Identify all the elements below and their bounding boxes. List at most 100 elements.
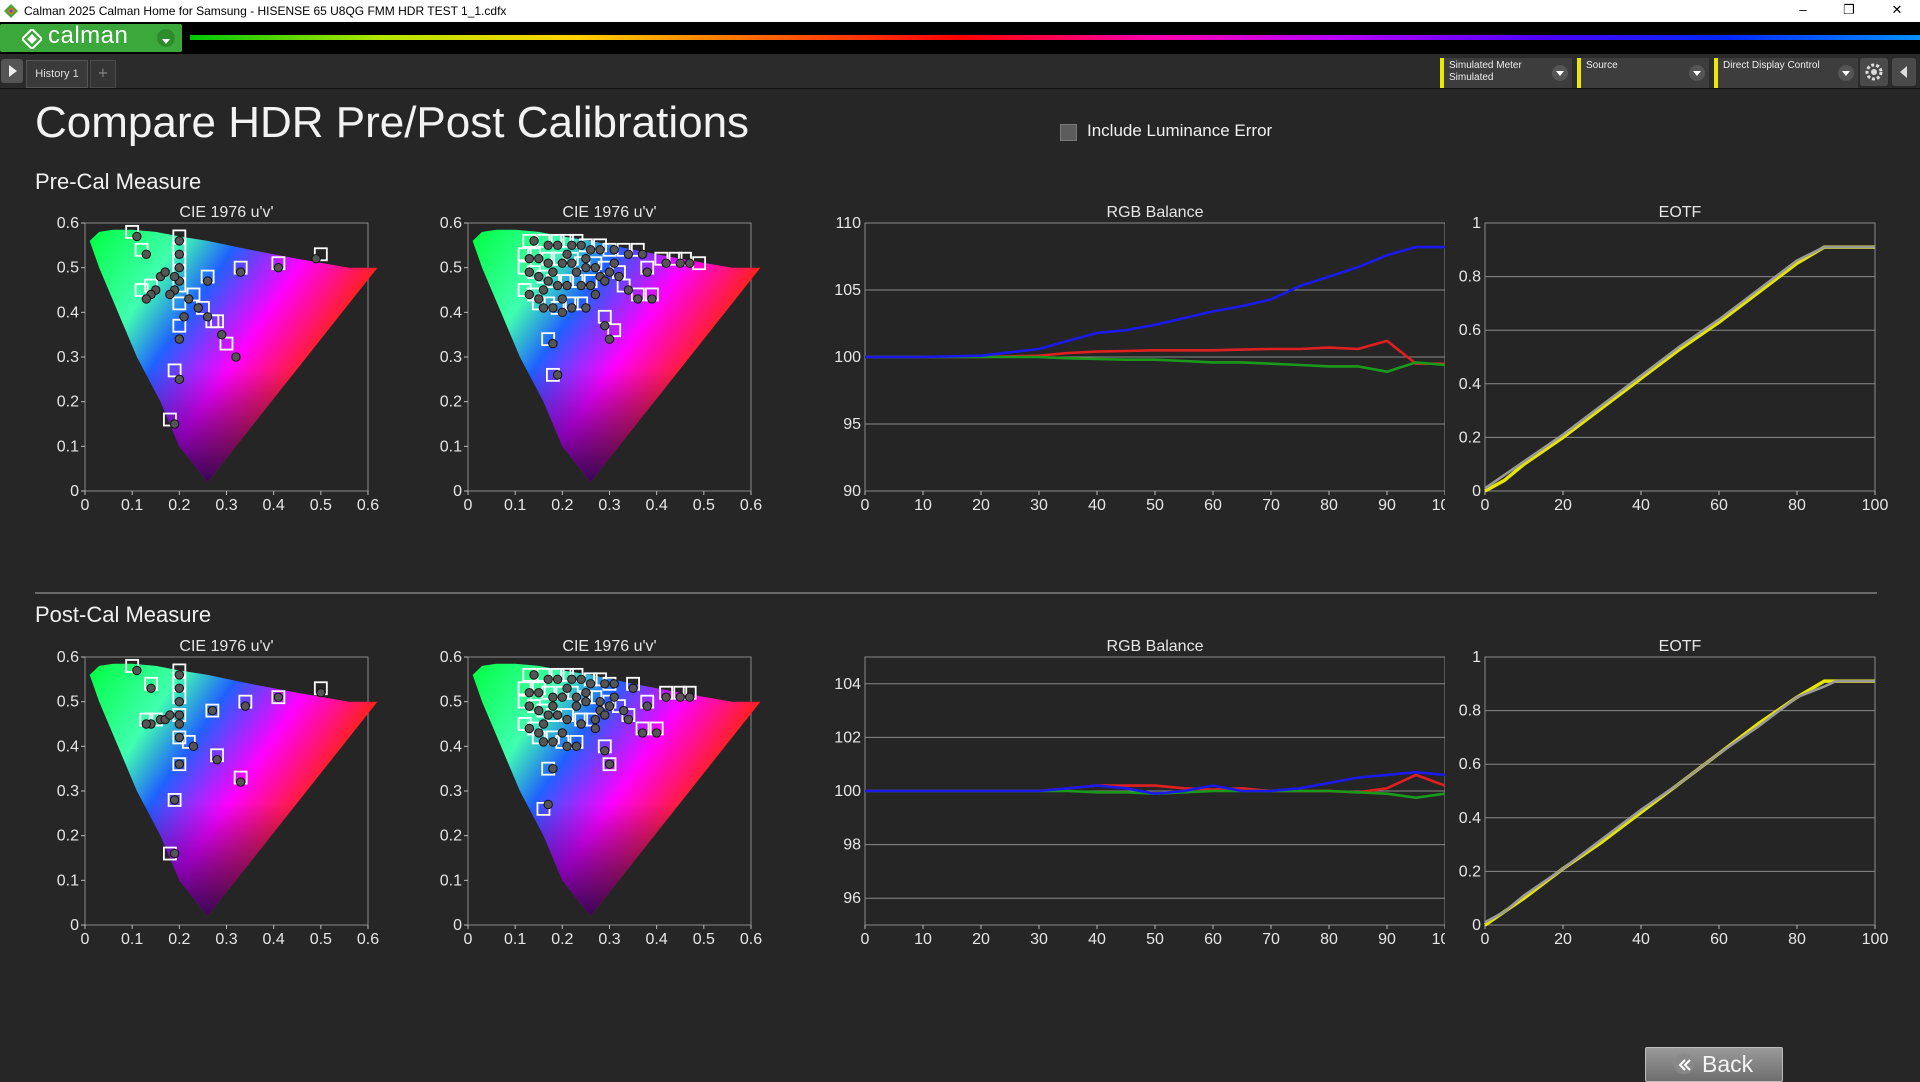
maximize-button[interactable]: ❐ (1843, 2, 1855, 17)
x-tick-label: 10 (914, 931, 932, 948)
measured-point (604, 267, 615, 277)
measured-point (174, 759, 185, 769)
y-tick-label: 0.6 (440, 215, 462, 232)
measured-point (562, 280, 572, 291)
measured-point (557, 294, 568, 304)
measured-point (552, 710, 563, 720)
measured-point (576, 719, 586, 729)
minimize-button[interactable]: – (1799, 2, 1807, 17)
measured-point (562, 714, 572, 725)
collapse-panel-button[interactable] (1892, 58, 1916, 86)
measured-point (273, 692, 284, 702)
measured-point (552, 280, 563, 291)
x-tick-label: 0 (81, 931, 90, 948)
include-luminance-label: Include Luminance Error (1087, 121, 1273, 140)
measured-point (675, 692, 685, 702)
measured-point (538, 737, 549, 747)
measured-point (557, 728, 568, 738)
y-tick-label: 0.3 (57, 783, 79, 800)
measured-point (174, 683, 185, 693)
y-tick-label: 100 (834, 783, 861, 800)
measured-point (311, 254, 321, 264)
meter-label: Simulated Meter (1449, 60, 1522, 71)
target-marker (607, 323, 622, 338)
x-tick-label: 50 (1146, 931, 1164, 948)
chevron-down-icon (1689, 65, 1705, 81)
x-tick-label: 0 (1481, 497, 1490, 514)
x-tick-label: 0.5 (310, 497, 332, 514)
y-tick-label: 0 (1472, 483, 1481, 500)
measured-point (637, 728, 648, 738)
chart-title: CIE 1976 u'v' (179, 638, 273, 655)
chart-title: EOTF (1659, 638, 1702, 655)
chart-title: RGB Balance (1107, 204, 1204, 221)
rainbow-strip (190, 35, 1920, 40)
logo-dropdown[interactable] (157, 29, 175, 47)
close-button[interactable]: ✕ (1891, 2, 1903, 17)
x-tick-label: 20 (1554, 931, 1572, 948)
y-tick-label: 0.6 (57, 649, 79, 666)
measured-point (169, 271, 180, 282)
include-luminance-checkbox[interactable] (1060, 124, 1077, 141)
post-cal-heading: Post-Cal Measure (35, 602, 212, 627)
target-marker (167, 793, 182, 807)
measured-point (633, 294, 643, 304)
measured-point (604, 701, 615, 711)
display-control-selector[interactable]: Direct Display Control (1714, 58, 1858, 88)
y-tick-label: 0 (70, 483, 79, 500)
x-tick-label: 0 (81, 497, 90, 514)
measured-point (212, 755, 222, 765)
measured-point (604, 759, 615, 769)
measured-point (141, 294, 152, 304)
post-cal-cie-chart-2: 0 0.1 0.2 0.3 0.4 0.5 0.6 0 0.1 0.2 0.3 0.4 0.5 0.6 CI… (440, 638, 762, 948)
measured-point (529, 236, 539, 246)
measured-point (576, 240, 586, 251)
x-tick-label: 0.2 (551, 497, 573, 514)
y-tick-label: 110 (835, 215, 861, 232)
settings-button[interactable] (1860, 58, 1888, 86)
chart-title: CIE 1976 u'v' (562, 204, 656, 221)
measured-point (684, 692, 695, 702)
calman-logo-menu[interactable]: calman (0, 22, 182, 52)
measured-point (188, 741, 199, 752)
series-line-blue (865, 770, 1445, 795)
measured-point (174, 710, 185, 720)
measured-point (623, 714, 634, 725)
source-label: Source (1586, 60, 1618, 71)
y-tick-label: 0.4 (440, 304, 462, 321)
pre-cal-cie-chart-2: 0 0.1 0.2 0.3 0.4 0.5 0.6 0 0.1 0.2 0.3 0.4 0.5 0.6 CI… (440, 204, 762, 514)
play-button[interactable] (1, 59, 23, 83)
tab-history-1[interactable]: History 1 (26, 60, 88, 88)
measured-point (675, 258, 685, 268)
x-tick-label: 0 (861, 497, 870, 514)
y-tick-label: 0.1 (440, 438, 462, 455)
series-line-measured (1484, 245, 1875, 490)
measured-point (557, 692, 568, 702)
chart-title: CIE 1976 u'v' (562, 638, 656, 655)
measured-point (235, 777, 246, 787)
x-tick-label: 0.6 (740, 497, 762, 514)
back-button[interactable]: Back (1645, 1047, 1783, 1082)
measured-point (538, 303, 549, 313)
measured-point (614, 271, 624, 282)
measured-point (529, 670, 539, 680)
measured-point (623, 249, 634, 259)
y-tick-label: 0.2 (440, 394, 462, 411)
source-selector[interactable]: Source (1577, 58, 1709, 88)
meter-selector[interactable]: Simulated Meter Simulated (1440, 58, 1572, 88)
measured-point (193, 303, 203, 313)
target-marker (172, 318, 187, 333)
y-tick-label: 90 (843, 483, 861, 500)
y-tick-label: 0.2 (1459, 429, 1481, 446)
measured-point (562, 741, 572, 752)
measured-point (169, 848, 180, 859)
measured-point (548, 737, 558, 747)
y-tick-label: 0 (453, 917, 462, 934)
page-title: Compare HDR Pre/Post Calibrations (35, 98, 750, 147)
measured-point (618, 705, 629, 716)
target-marker (167, 363, 182, 378)
add-tab-button[interactable]: + (90, 60, 116, 88)
y-tick-label: 0.4 (57, 738, 79, 755)
measured-point (217, 329, 227, 340)
chevron-down-icon (1552, 65, 1568, 81)
